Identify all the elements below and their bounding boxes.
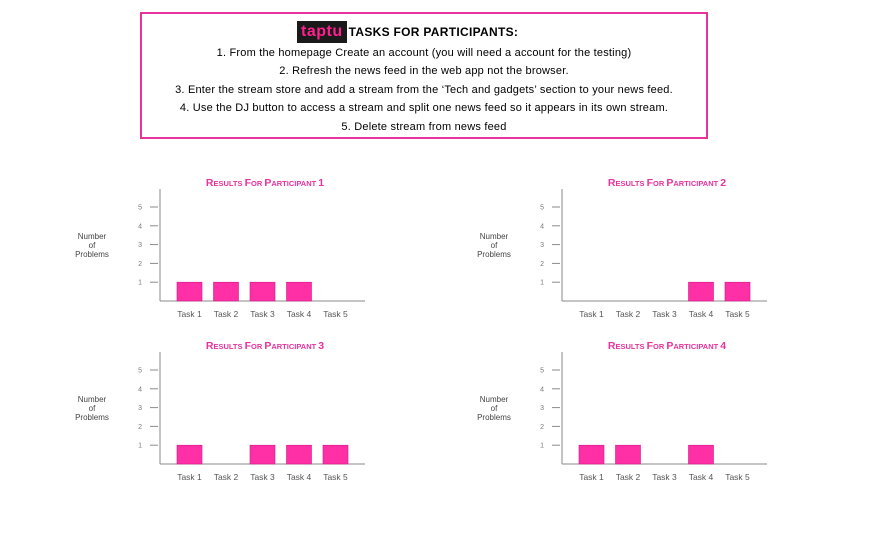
bar [249,444,276,465]
bar [322,444,349,465]
bar [578,444,605,465]
chart-participant-1: RESULTS FOR PARTICIPANT 1 Number of Problem… [60,170,380,330]
bar [176,444,203,465]
tasks-header: taptu TASKS FOR PARTICIPANTS: [297,21,518,43]
x-tick-label: Task 4 [689,309,714,319]
task-item-2: 2. Refresh the news feed in the web app … [279,65,569,77]
y-tick-label: 3 [138,405,142,412]
y-axis-label: of [491,241,498,250]
x-tick-label: Task 3 [652,472,677,482]
y-tick-label: 2 [540,424,544,431]
x-tick-label: Task 4 [287,472,312,482]
y-tick-label: 2 [138,261,142,268]
chart-participant-2: RESULTS FOR PARTICIPANT 2 Number of Problem… [462,170,782,330]
bar [688,444,714,465]
y-axis-label: Problems [75,413,109,422]
y-axis-label: of [89,241,96,250]
y-tick-label: 3 [540,242,544,249]
x-tick-label: Task 2 [214,309,239,319]
y-tick-label: 1 [138,443,142,450]
x-tick-label: Task 1 [579,309,604,319]
x-tick-label: Task 4 [287,309,312,319]
x-tick-label: Task 1 [177,472,202,482]
y-tick-label: 1 [540,280,544,287]
chart-svg-1: RESULTS FOR PARTICIPANT 1 NumberofProblem… [75,177,365,319]
bar [286,444,312,465]
y-tick-label: 5 [540,205,544,212]
chart-svg-4: RESULTS FOR PARTICIPANT 4 NumberofProblem… [477,340,767,482]
bar [286,281,312,302]
y-tick-label: 3 [540,405,544,412]
task-item-4: 4. Use the DJ button to access a stream … [179,102,669,114]
bar [176,281,203,302]
chart-svg-2: RESULTS FOR PARTICIPANT 2 NumberofProblem… [477,177,767,319]
x-tick-label: Task 3 [652,309,677,319]
y-tick-label: 5 [138,368,142,375]
y-tick-label: 1 [540,443,544,450]
y-axis-label: Number [78,395,107,404]
y-tick-label: 3 [138,242,142,249]
x-tick-label: Task 1 [177,309,202,319]
x-tick-label: Task 2 [214,472,239,482]
x-tick-label: Task 1 [579,472,604,482]
x-tick-label: Task 4 [689,472,714,482]
y-tick-label: 4 [540,223,544,230]
task-item-3: 3. Enter the stream store and add a stre… [175,84,673,96]
x-tick-label: Task 3 [250,309,275,319]
bar [724,281,751,302]
y-tick-label: 1 [138,280,142,287]
y-tick-label: 2 [138,424,142,431]
y-tick-label: 4 [138,386,142,393]
bar [688,281,714,302]
chart-title: RESULTS FOR PARTICIPANT 4 [608,340,726,352]
chart-participant-3: RESULTS FOR PARTICIPANT 3 Number of Problem… [60,333,380,493]
bar [213,281,239,302]
chart-title: RESULTS FOR PARTICIPANT 3 [206,340,324,352]
y-axis-label: of [491,404,498,413]
y-axis-label: Number [480,232,509,241]
y-tick-label: 4 [138,223,142,230]
tasks-panel: taptu TASKS FOR PARTICIPANTS: 1. From th… [140,12,708,139]
y-axis-label: Problems [75,250,109,259]
y-tick-label: 2 [540,261,544,268]
x-tick-label: Task 2 [616,309,641,319]
chart-participant-4: RESULTS FOR PARTICIPANT 4 Number of Problem… [462,333,782,493]
task-item-5: 5. Delete stream from news feed [341,121,507,133]
x-tick-label: Task 2 [616,472,641,482]
taptu-logo: taptu [297,21,347,43]
y-axis-label: Problems [477,250,511,259]
bar [615,444,641,465]
chart-svg-3: RESULTS FOR PARTICIPANT 3 NumberofProblem… [75,340,365,482]
task-item-1: 1. From the homepage Create an account (… [216,47,632,59]
y-tick-label: 4 [540,386,544,393]
chart-title: RESULTS FOR PARTICIPANT 1 [206,177,324,189]
y-axis-label: Problems [477,413,511,422]
y-axis-label: Number [78,232,107,241]
bar [249,281,276,302]
y-axis-label: Number [480,395,509,404]
chart-title: RESULTS FOR PARTICIPANT 2 [608,177,726,189]
y-tick-label: 5 [138,205,142,212]
x-tick-label: Task 3 [250,472,275,482]
y-tick-label: 5 [540,368,544,375]
tasks-title: TASKS FOR PARTICIPANTS: [348,25,519,39]
x-tick-label: Task 5 [725,309,750,319]
x-tick-label: Task 5 [323,472,348,482]
x-tick-label: Task 5 [323,309,348,319]
y-axis-label: of [89,404,96,413]
x-tick-label: Task 5 [725,472,750,482]
